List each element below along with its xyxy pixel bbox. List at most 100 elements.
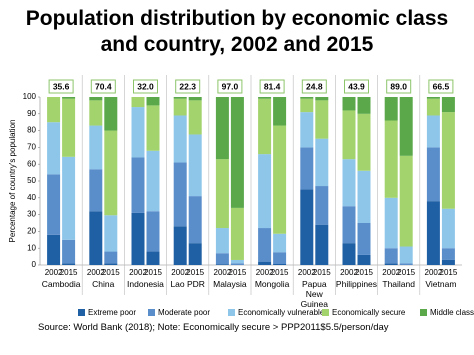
y-tick-label: 10 [27, 243, 36, 252]
x-tick-label: 2015 [60, 268, 78, 277]
category-label: Mongolia [254, 279, 290, 289]
legend-label: Economically vulnerable [238, 308, 325, 317]
bar-segment [300, 189, 314, 265]
bar-segment [146, 150, 160, 212]
x-tick-label: 2015 [144, 268, 162, 277]
bar-segment [146, 251, 160, 265]
bar-segment [47, 122, 61, 175]
highlight-box [217, 79, 243, 94]
bar-segment [173, 98, 187, 116]
legend-swatch [322, 309, 329, 316]
legend-label: Moderate poor [158, 308, 210, 317]
x-tick-label: 2015 [397, 268, 415, 277]
y-axis-label: Percentage of country's population [8, 120, 17, 243]
highlight-box [175, 79, 201, 94]
bar-segment [315, 224, 329, 265]
bar-segment [300, 112, 314, 148]
bar-segment [426, 147, 440, 202]
bar-segment [441, 248, 455, 260]
bar-segment [273, 263, 287, 265]
bar-segment [273, 97, 287, 126]
category-label: Malaysia [213, 279, 247, 289]
x-tick-label: 2002 [425, 268, 443, 277]
bar-segment [426, 97, 440, 99]
y-tick-label: 30 [27, 210, 36, 219]
bar-segment [384, 197, 398, 249]
highlight-label: 70.4 [95, 81, 112, 91]
bar-segment [89, 97, 103, 101]
bar-segment [47, 97, 61, 123]
bar-segment [89, 211, 103, 265]
bar-segment [357, 170, 371, 223]
bar-segment [399, 97, 413, 156]
bar-segment [399, 155, 413, 247]
bar-segment [62, 98, 76, 157]
bar-segment [230, 263, 244, 265]
bar-segment [62, 156, 76, 240]
bar-segment [426, 115, 440, 148]
y-tick-label: 60 [27, 159, 36, 168]
bar-segment [441, 208, 455, 249]
highlight-label: 89.0 [390, 81, 407, 91]
bar-segment [146, 211, 160, 252]
bar-segment [426, 201, 440, 265]
bar-segment [47, 174, 61, 235]
bar-segment [315, 97, 329, 101]
category-label: Lao PDR [170, 279, 205, 289]
bar-segment [441, 97, 455, 113]
bar-segment [188, 100, 202, 135]
legend-label: Extreme poor [88, 308, 136, 317]
bar-segment [230, 97, 244, 208]
bar-segment [188, 134, 202, 197]
category-label: Cambodia [41, 279, 81, 289]
x-tick-label: 2002 [214, 268, 232, 277]
bar-segment [426, 98, 440, 116]
bar-segment [384, 97, 398, 121]
x-tick-label: 2002 [171, 268, 189, 277]
bar-segment [47, 234, 61, 265]
bar-segment [104, 215, 118, 252]
bar-segment [62, 263, 76, 265]
bar-segment [89, 169, 103, 212]
bar-segment [399, 246, 413, 264]
bar-segment [131, 212, 145, 265]
x-tick-label: 2015 [271, 268, 289, 277]
bar-segment [230, 207, 244, 260]
y-tick-label: 0 [32, 260, 37, 269]
bar-segment [342, 206, 356, 244]
y-tick-label: 100 [23, 92, 37, 101]
highlight-box [301, 79, 327, 94]
bar-segment [62, 239, 76, 264]
bar-segment [62, 97, 76, 99]
category-label: Vietnam [425, 279, 457, 289]
highlight-label: 35.6 [53, 81, 70, 91]
highlight-box [90, 79, 116, 94]
highlight-label: 32.0 [137, 81, 154, 91]
bar-segment [104, 130, 118, 216]
y-tick-label: 80 [27, 126, 36, 135]
x-tick-label: 2015 [186, 268, 204, 277]
bar-segment [104, 263, 118, 265]
bar-segment [342, 159, 356, 207]
source-note: Source: World Bank (2018); Note: Economi… [38, 322, 389, 333]
bar-segment [258, 228, 272, 262]
bar-segment [188, 196, 202, 244]
highlight-label: 97.0 [222, 81, 239, 91]
category-label: China [92, 279, 115, 289]
highlight-box [344, 79, 369, 94]
bar-segment [104, 251, 118, 264]
bar-segment [258, 261, 272, 265]
bar-segment [384, 248, 398, 264]
bar-segment [89, 125, 103, 170]
x-tick-label: 2002 [45, 268, 63, 277]
bar-segment [273, 233, 287, 253]
bar-segment [441, 259, 455, 265]
category-label: Thailand [382, 279, 415, 289]
bar-segment [315, 186, 329, 225]
bar-segment [188, 97, 202, 101]
category-label: Papua New Guinea [300, 279, 328, 309]
y-tick-label: 40 [27, 193, 36, 202]
bar-segment [300, 147, 314, 190]
bar-segment [215, 264, 229, 265]
bar-segment [357, 223, 371, 255]
